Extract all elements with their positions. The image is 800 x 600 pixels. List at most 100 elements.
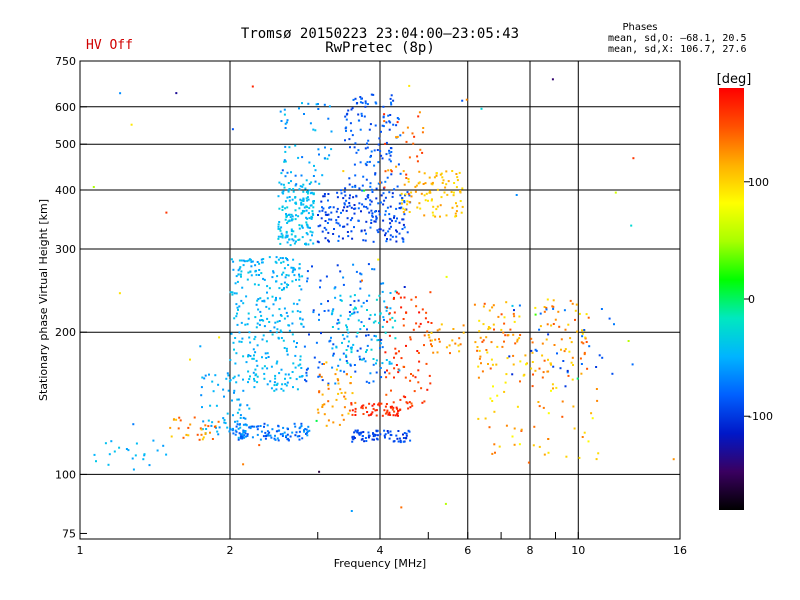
echo-point: [513, 320, 516, 323]
echo-point: [365, 220, 368, 223]
echo-point: [259, 425, 262, 427]
echo-point: [278, 221, 281, 223]
echo-point: [542, 406, 545, 409]
echo-point: [268, 287, 271, 290]
echo-point: [236, 306, 239, 309]
echo-point: [580, 341, 583, 344]
echo-point: [388, 227, 391, 230]
echo-point: [306, 196, 309, 199]
echo-point: [558, 325, 561, 328]
echo-point: [371, 438, 374, 441]
echo-point: [347, 331, 350, 334]
echo-point: [257, 298, 260, 301]
echo-point: [391, 316, 394, 319]
echo-point: [286, 427, 289, 430]
echo-point: [504, 381, 507, 384]
echo-point: [372, 358, 375, 360]
echo-point: [261, 367, 264, 370]
echo-point: [408, 84, 411, 87]
echo-point: [377, 258, 380, 261]
echo-point: [272, 303, 275, 306]
echo-point: [389, 307, 392, 310]
echo-point: [359, 328, 362, 331]
echo-point: [291, 371, 294, 373]
echo-point: [376, 149, 379, 151]
echo-point: [347, 340, 350, 343]
echo-point: [243, 436, 246, 439]
echo-point: [239, 417, 242, 419]
echo-point: [479, 355, 482, 358]
echo-point: [493, 328, 495, 331]
echo-point: [300, 425, 303, 427]
echo-point: [348, 202, 351, 204]
echo-point: [306, 233, 309, 236]
echo-point: [240, 299, 243, 302]
echo-point: [378, 137, 381, 140]
echo-point: [349, 304, 352, 306]
echo-point: [132, 468, 135, 471]
echo-point: [630, 224, 633, 227]
echo-point: [583, 329, 586, 331]
echo-point: [564, 385, 567, 388]
echo-point: [349, 314, 352, 317]
echo-point: [321, 230, 324, 233]
echo-point: [257, 283, 260, 286]
echo-point: [275, 362, 278, 365]
echo-point: [246, 278, 249, 281]
echo-point: [430, 339, 433, 342]
echo-point: [299, 185, 302, 188]
echo-point: [411, 404, 414, 407]
echo-point: [373, 403, 376, 406]
echo-point: [242, 259, 245, 262]
echo-point: [299, 317, 302, 320]
echo-point: [550, 324, 553, 327]
echo-point: [415, 322, 418, 325]
echo-point: [271, 295, 274, 298]
echo-point: [285, 213, 287, 215]
echo-point: [223, 421, 226, 424]
echo-point: [405, 173, 408, 176]
echo-point: [404, 376, 407, 379]
echo-point: [342, 352, 345, 355]
echo-point: [531, 341, 534, 344]
echo-point: [392, 298, 395, 300]
echo-point: [591, 417, 594, 420]
echo-point: [410, 402, 413, 405]
echo-point: [323, 363, 325, 365]
echo-point: [398, 437, 401, 440]
echo-point: [143, 453, 146, 456]
echo-point: [285, 286, 288, 289]
echo-point: [482, 339, 485, 342]
echo-point: [307, 226, 310, 229]
echo-point: [403, 226, 406, 229]
echo-point: [378, 321, 381, 324]
echo-point: [334, 382, 337, 385]
echo-point: [279, 329, 282, 332]
echo-point: [362, 404, 365, 407]
echo-point: [287, 220, 290, 223]
echo-point: [301, 236, 304, 239]
echo-point: [354, 142, 357, 145]
echo-point: [294, 196, 297, 198]
echo-point: [337, 318, 340, 321]
echo-point: [345, 209, 348, 212]
echo-point: [396, 230, 398, 233]
echo-point: [386, 320, 389, 323]
echo-point: [287, 190, 290, 193]
echo-point: [350, 510, 353, 512]
echo-point: [583, 431, 586, 434]
echo-point: [393, 215, 396, 218]
echo-point: [348, 409, 351, 412]
echo-point: [330, 336, 332, 339]
echo-point: [482, 323, 485, 326]
echo-point: [336, 207, 339, 210]
echo-point: [451, 170, 454, 172]
echo-point: [573, 427, 576, 430]
echo-point: [283, 113, 286, 116]
echo-point: [352, 263, 355, 266]
echo-point: [343, 206, 346, 209]
echo-point: [354, 184, 357, 187]
echo-point: [390, 362, 393, 365]
echo-point: [394, 337, 397, 340]
echo-point: [384, 433, 387, 436]
